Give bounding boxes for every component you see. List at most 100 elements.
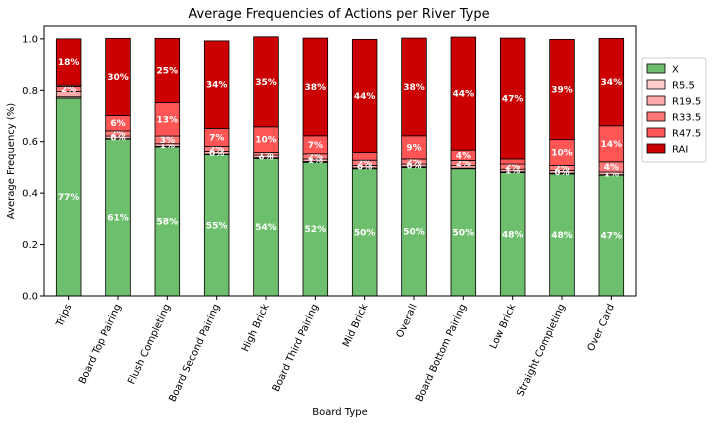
bar-segment-rai (55, 38, 82, 86)
data-label: 2% (110, 129, 125, 139)
data-label: 10% (255, 136, 277, 146)
y-tick-label: 0.0 (22, 292, 38, 303)
x-tick-label: Over Card (586, 303, 617, 354)
legend-entry: R19.5 (672, 97, 701, 108)
x-tick-label: Overall (395, 303, 420, 340)
x-axis-label: Board Type (312, 407, 368, 418)
bar-segment-rai (351, 38, 378, 153)
data-label: 1% (604, 169, 619, 179)
bar-segment-rai (253, 36, 279, 128)
plot-frame (43, 25, 637, 297)
data-label: 2% (505, 163, 520, 173)
data-label: 61% (107, 214, 129, 224)
data-label: 55% (206, 221, 228, 231)
data-label: 6% (110, 119, 125, 129)
data-label: 77% (58, 193, 80, 203)
data-label: 38% (403, 83, 425, 93)
chart-title: Average Frequencies of Actions per River… (188, 7, 489, 22)
data-label: 30% (107, 73, 129, 83)
legend-entry: R33.5 (672, 113, 701, 124)
data-label: 39% (551, 86, 573, 96)
data-label: 47% (502, 95, 524, 105)
x-tick-label: Board Bottom Pairing (414, 303, 469, 404)
data-label: 48% (502, 230, 524, 240)
data-label: 1% (160, 141, 175, 151)
x-tick-label: Straight Completing (515, 303, 567, 399)
y-tick-label: 0.4 (22, 189, 38, 200)
bar-segment-x (499, 172, 526, 297)
data-label: 18% (58, 58, 80, 68)
data-label: 0% (110, 133, 125, 143)
data-label: 2% (308, 152, 323, 162)
data-label: 2% (406, 158, 421, 168)
bar-segment-rai (598, 37, 625, 127)
data-label: 44% (453, 90, 475, 100)
bar-segment-x (549, 173, 575, 297)
x-tick-label: Flush Completing (126, 303, 173, 387)
data-label: 34% (601, 78, 623, 88)
data-label: 1% (258, 150, 273, 160)
data-label: 34% (206, 81, 228, 91)
bar-segment-rai (302, 37, 329, 137)
y-axis-label: Average Frequency (%) (6, 103, 17, 219)
bar-segment-rai (203, 40, 230, 129)
bar-segment-r47-5 (154, 102, 181, 137)
data-label: 52% (305, 225, 327, 235)
data-label: 3% (160, 136, 175, 146)
y-tick-label: 0.2 (22, 240, 38, 251)
data-label: 9% (406, 143, 421, 153)
data-label: 7% (308, 141, 323, 151)
x-tick-label: Low Brick (488, 302, 518, 350)
y-tick-label: 1.0 (22, 34, 38, 45)
data-label: 38% (305, 83, 327, 93)
data-label: 4% (604, 163, 619, 173)
legend-swatch (646, 79, 666, 90)
bar-segment-x (302, 161, 329, 297)
bar-segment-r47-5 (598, 125, 625, 163)
x-tick-label: Board Third Pairing (271, 303, 321, 394)
data-label: 48% (551, 231, 573, 241)
data-label: 25% (157, 66, 179, 76)
data-label: 44% (354, 92, 376, 102)
legend-entry: R47.5 (672, 129, 701, 140)
data-label: 50% (354, 228, 376, 238)
data-label: 0% (554, 168, 569, 178)
legend-entry: RAI (672, 145, 688, 156)
bar-segment-x (55, 97, 82, 297)
data-label: 47% (601, 232, 623, 242)
data-label: 13% (157, 115, 179, 125)
x-tick-label: Trips (54, 303, 74, 329)
legend-swatch (646, 127, 666, 138)
bar-segment-r47-5 (499, 158, 526, 165)
x-tick-label: Board Top Pairing (77, 303, 124, 386)
data-label: 0% (357, 163, 372, 173)
data-label: 2% (456, 159, 471, 169)
data-label: 1% (308, 156, 323, 166)
data-label: 0% (258, 152, 273, 162)
data-label: 4% (456, 151, 471, 161)
legend-swatch (646, 143, 666, 154)
data-label: 54% (255, 223, 277, 233)
bar-segment-r47-5 (253, 126, 279, 153)
data-label: 0% (406, 161, 421, 171)
data-label: 2% (357, 159, 372, 169)
bar-segment-r47-5 (351, 152, 378, 161)
data-label: 50% (403, 228, 425, 238)
legend: X R5.5 R19.5 R33.5 R47.5 RAI (641, 57, 707, 163)
y-axis: 0.0 0.2 0.4 0.6 0.8 1.0 (22, 34, 44, 303)
y-tick-label: 0.8 (22, 86, 38, 97)
legend-swatch (646, 111, 666, 122)
data-label: 0% (209, 149, 224, 159)
data-label: 10% (551, 149, 573, 159)
data-label: 14% (601, 140, 623, 150)
bar-segment-rai (401, 37, 427, 137)
bar-segment-rai (105, 37, 131, 116)
legend-swatch (646, 63, 666, 74)
bar-segment-rai (450, 36, 477, 151)
data-label: 2% (554, 164, 569, 174)
y-tick-label: 0.6 (22, 137, 38, 148)
plot-area: 77%2%18%61%0%2%6%30%58%1%3%13%25%55%0%2%… (55, 36, 625, 297)
bar-segment-rai (154, 37, 181, 104)
bar-segment-x (598, 174, 625, 297)
bar-segment-rai (549, 38, 575, 141)
